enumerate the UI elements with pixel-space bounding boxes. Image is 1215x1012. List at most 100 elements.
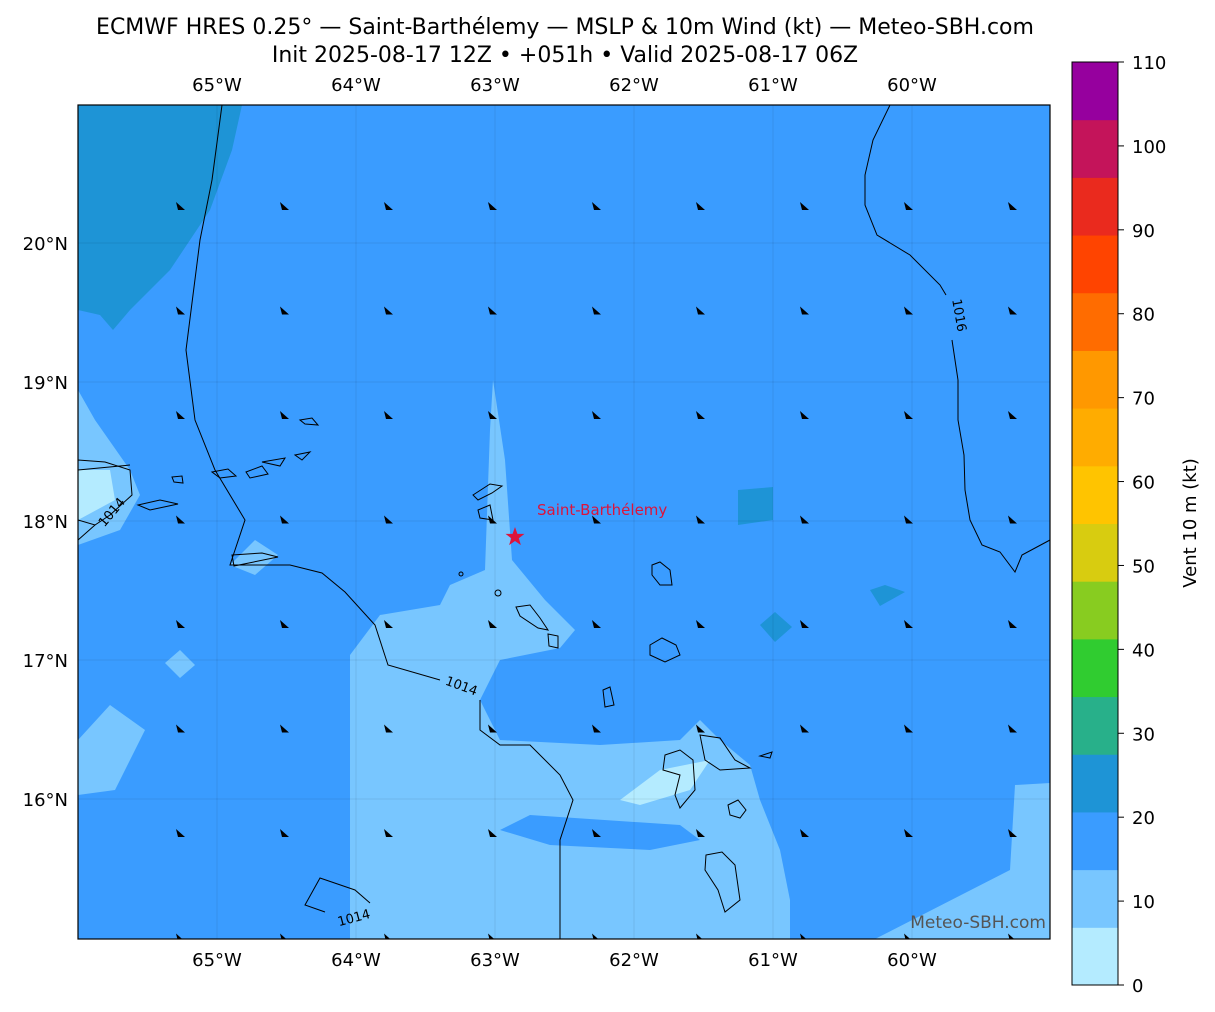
lat-label: 19°N — [23, 373, 68, 394]
lon-label: 63°W — [470, 950, 520, 971]
watermark: Meteo-SBH.com — [910, 913, 1046, 933]
colorbar-tick-label: 90 — [1132, 221, 1155, 242]
wind-arrow — [592, 933, 599, 939]
wind-area — [620, 760, 710, 805]
lat-label: 16°N — [23, 790, 68, 811]
colorbar-tick-label: 10 — [1132, 892, 1155, 913]
lon-label: 61°W — [748, 950, 798, 971]
wind-area — [165, 650, 195, 678]
wind-arrow — [488, 724, 497, 733]
wind-arrow — [592, 306, 601, 315]
lon-label: 64°W — [331, 950, 381, 971]
lat-label: 20°N — [23, 234, 68, 255]
wind-arrow — [1008, 411, 1017, 419]
lon-label: 65°W — [192, 950, 242, 971]
colorbar-tick-label: 70 — [1132, 389, 1155, 410]
colorbar-band — [1072, 754, 1118, 813]
colorbar-band — [1072, 927, 1118, 986]
colorbar-band — [1072, 177, 1118, 236]
wind-arrow — [176, 933, 183, 939]
wind-arrow — [696, 306, 705, 315]
wind-arrow — [488, 620, 497, 628]
lon-label: 61°W — [748, 75, 798, 96]
wind-arrow — [904, 202, 913, 210]
wind-arrow — [384, 933, 391, 939]
wind-area — [738, 487, 773, 525]
wind-arrow — [1008, 829, 1017, 837]
lon-label: 62°W — [609, 75, 659, 96]
wind-arrow — [384, 515, 393, 524]
wind-arrow — [384, 829, 393, 837]
title: ECMWF HRES 0.25° — Saint-Barthélemy — MS… — [96, 15, 1034, 40]
wind-arrow — [1008, 620, 1017, 628]
wind-area — [870, 585, 905, 606]
wind-arrow — [800, 306, 809, 315]
wind-arrow — [488, 411, 497, 419]
wind-arrow — [384, 724, 393, 733]
wind-arrow — [176, 202, 185, 210]
colorbar-tick-label: 0 — [1132, 976, 1143, 997]
wind-arrow — [488, 515, 497, 524]
wind-arrow — [592, 620, 601, 628]
wind-arrow — [176, 411, 185, 419]
subtitle: Init 2025-08-17 12Z • +051h • Valid 2025… — [272, 43, 858, 68]
wind-arrow — [800, 202, 809, 210]
colorbar-band — [1072, 119, 1118, 178]
wind-arrow — [384, 411, 393, 419]
wind-arrow — [1008, 724, 1017, 733]
wind-arrow — [800, 933, 807, 939]
isobars — [78, 105, 1050, 939]
axes: 65°W 65°W 64°W 64°W 63°W 63°W 62°W 62°W 61°W 61°W… — [23, 75, 1050, 971]
colorbar-band — [1072, 62, 1118, 121]
wind-area — [875, 783, 1050, 939]
wind-arrow — [800, 829, 809, 837]
wind-arrow — [1008, 515, 1017, 524]
wind-arrow — [1008, 202, 1017, 210]
wind-arrow — [1008, 306, 1017, 315]
colorbar-band — [1072, 696, 1118, 755]
wind-arrow — [696, 411, 705, 419]
wind-arrow — [176, 515, 185, 524]
wind-area — [78, 470, 115, 520]
wind-area — [500, 815, 700, 850]
wind-arrow — [176, 829, 185, 837]
wind-area — [350, 380, 790, 939]
wind-arrow — [904, 620, 913, 628]
wind-arrow — [800, 515, 809, 524]
lon-label: 60°W — [887, 75, 937, 96]
colorbar-band — [1072, 408, 1118, 467]
lat-label: 18°N — [23, 512, 68, 533]
wind-area — [78, 105, 242, 330]
wind-arrow — [592, 724, 601, 733]
wind-arrow — [696, 724, 705, 733]
wind-arrow — [176, 724, 185, 733]
colorbar-tick-label: 110 — [1132, 53, 1166, 74]
map-frame — [77, 104, 1051, 940]
lon-label: 65°W — [192, 75, 242, 96]
wind-arrow — [280, 306, 289, 315]
isobar-label: 1016 — [948, 298, 969, 333]
wind-arrow — [488, 829, 497, 837]
wind-arrow — [592, 515, 601, 524]
lon-label: 64°W — [331, 75, 381, 96]
wind-area — [440, 898, 505, 920]
colorbar-band — [1072, 292, 1118, 351]
wind-arrow — [488, 933, 495, 939]
colorbar-band — [1072, 350, 1118, 409]
colorbar-band — [1072, 523, 1118, 582]
wind-arrow — [280, 829, 289, 837]
wind-arrow — [696, 620, 705, 628]
colorbar-tick-label: 80 — [1132, 305, 1155, 326]
colorbar-label: Vent 10 m (kt) — [1180, 458, 1201, 588]
wind-arrow — [592, 202, 601, 210]
wind-arrow — [696, 933, 703, 939]
lon-label: 63°W — [470, 75, 520, 96]
colorbar: 0 10 20 30 40 50 60 70 80 90 100 110 Vent 10 m (kt) — [1071, 53, 1201, 997]
wind-arrow — [904, 515, 913, 524]
colorbar-tick-label: 100 — [1132, 137, 1166, 158]
wind-arrow — [800, 724, 809, 733]
wind-arrow — [696, 829, 705, 837]
colorbar-band — [1072, 465, 1118, 524]
colorbar-tick-label: 60 — [1132, 473, 1155, 494]
